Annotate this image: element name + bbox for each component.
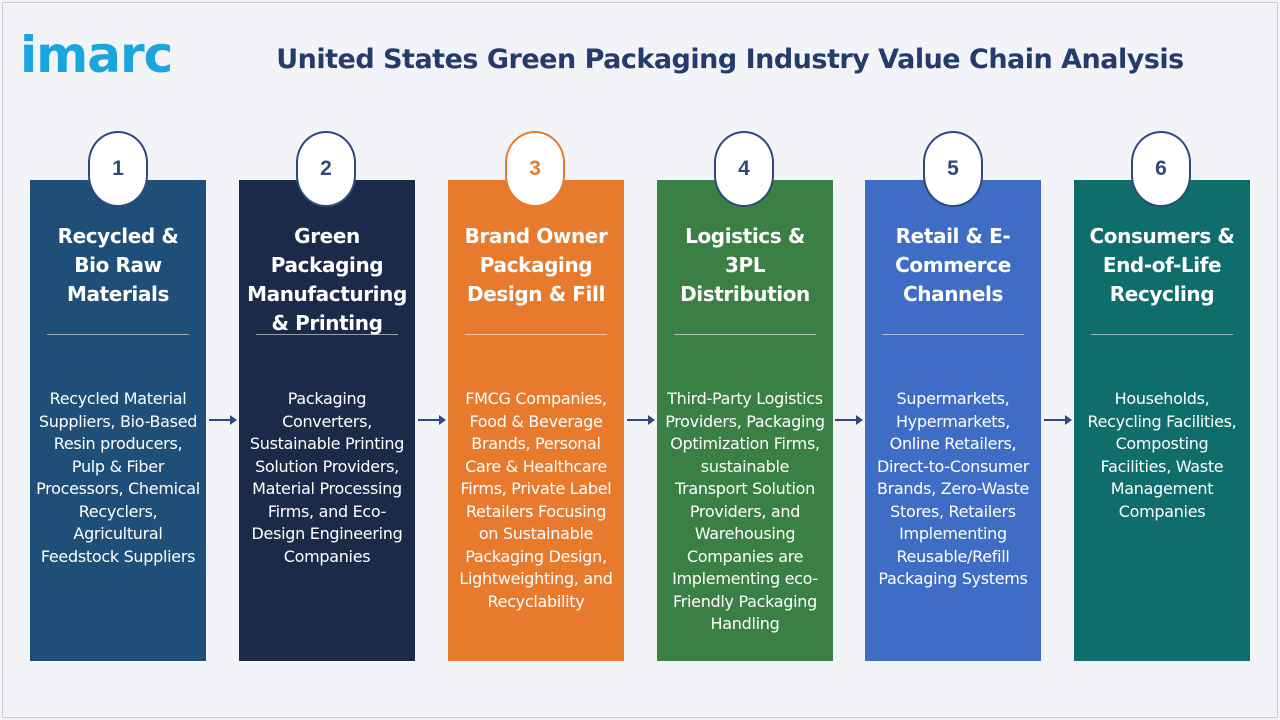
step-description: Packaging Converters, Sustainable Printi…	[249, 389, 405, 566]
step-title: Consumers & End-of-Life Recycling	[1089, 224, 1235, 306]
step-number-badge-3: 3	[505, 131, 565, 207]
step-card-3: Brand Owner Packaging Design & Fill FMCG…	[448, 180, 624, 661]
step-number-badge-1: 1	[88, 131, 148, 207]
step-title: Recycled & Bio Raw Materials	[57, 224, 179, 306]
step-title: Brand Owner Packaging Design & Fill	[464, 224, 608, 306]
arrow-right-icon	[418, 415, 446, 425]
step-number-badge-4: 4	[714, 131, 774, 207]
arrow-right-icon	[835, 415, 863, 425]
divider	[256, 334, 398, 335]
step-description: FMCG Companies, Food & Beverage Brands, …	[459, 389, 613, 611]
arrow-right-icon	[1044, 415, 1072, 425]
step-title: Logistics & 3PL Distribution	[680, 224, 810, 306]
divider	[674, 334, 816, 335]
step-title: Retail & E-Commerce Channels	[895, 224, 1011, 306]
step-description: Supermarkets, Hypermarkets, Online Retai…	[876, 389, 1030, 588]
divider	[882, 334, 1024, 335]
step-number-badge-6: 6	[1131, 131, 1191, 207]
step-description: Third-Party Logistics Providers, Packagi…	[665, 389, 825, 633]
page-title: United States Green Packaging Industry V…	[276, 44, 1184, 75]
step-description: Recycled Material Suppliers, Bio-Based R…	[36, 389, 200, 566]
arrow-right-icon	[627, 415, 655, 425]
step-card-4: Logistics & 3PL Distribution Third-Party…	[657, 180, 833, 661]
divider	[1091, 334, 1233, 335]
step-card-5: Retail & E-Commerce Channels Supermarket…	[865, 180, 1041, 661]
step-card-2: Green Packaging Manufacturing & Printing…	[239, 180, 415, 661]
step-card-1: Recycled & Bio Raw Materials Recycled Ma…	[30, 180, 206, 661]
imarc-logo: imarc	[20, 26, 173, 84]
step-number-badge-5: 5	[923, 131, 983, 207]
step-description: Households, Recycling Facilities, Compos…	[1087, 389, 1237, 521]
divider	[47, 334, 189, 335]
step-card-6: Consumers & End-of-Life Recycling Househ…	[1074, 180, 1250, 661]
step-title: Green Packaging Manufacturing & Printing	[247, 224, 407, 335]
arrow-right-icon	[209, 415, 237, 425]
divider	[465, 334, 607, 335]
step-number-badge-2: 2	[296, 131, 356, 207]
